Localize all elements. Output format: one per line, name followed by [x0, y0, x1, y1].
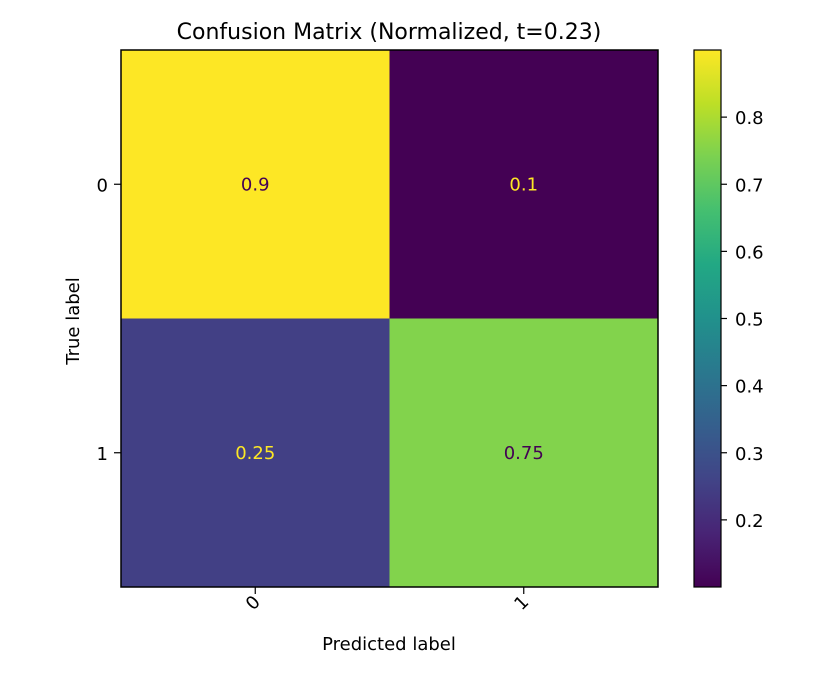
colorbar-tick-label: 0.5 — [735, 310, 764, 331]
colorbar-tick-label: 0.8 — [735, 108, 764, 129]
cell-value-label: 0.1 — [509, 174, 538, 195]
y-tick-label: 1 — [97, 444, 108, 465]
colorbar-ticks: 0.2 0.3 0.4 0.5 0.6 0.7 0.8 — [721, 108, 764, 532]
y-axis-label: True label — [63, 277, 84, 366]
chart-title: Confusion Matrix (Normalized, t=0.23) — [177, 20, 602, 45]
x-axis-label: Predicted label — [322, 634, 456, 655]
cell-value-label: 0.9 — [241, 174, 270, 195]
heatmap-cell — [121, 50, 390, 319]
cell-value-label: 0.75 — [504, 443, 544, 464]
heatmap-cell — [389, 50, 658, 319]
heatmap-cells: 0.9 0.1 0.25 0.75 — [121, 50, 658, 587]
y-tick-label: 0 — [97, 175, 108, 196]
heatmap-cell — [121, 318, 390, 587]
colorbar: 0.2 0.3 0.4 0.5 0.6 0.7 0.8 — [693, 49, 764, 588]
x-tick-label: 0 — [242, 592, 265, 615]
colorbar-tick-label: 0.3 — [735, 444, 764, 465]
colorbar-gradient — [694, 50, 721, 587]
colorbar-tick-label: 0.4 — [735, 377, 764, 398]
cell-value-label: 0.25 — [235, 443, 275, 464]
x-tick-label: 1 — [510, 592, 533, 615]
y-ticks: 01 — [97, 175, 121, 465]
colorbar-tick-label: 0.2 — [735, 511, 764, 532]
plot-frame — [120, 49, 659, 588]
colorbar-tick-label: 0.7 — [735, 175, 764, 196]
colorbar-tick-label: 0.6 — [735, 242, 764, 263]
heatmap-cell — [389, 318, 658, 587]
